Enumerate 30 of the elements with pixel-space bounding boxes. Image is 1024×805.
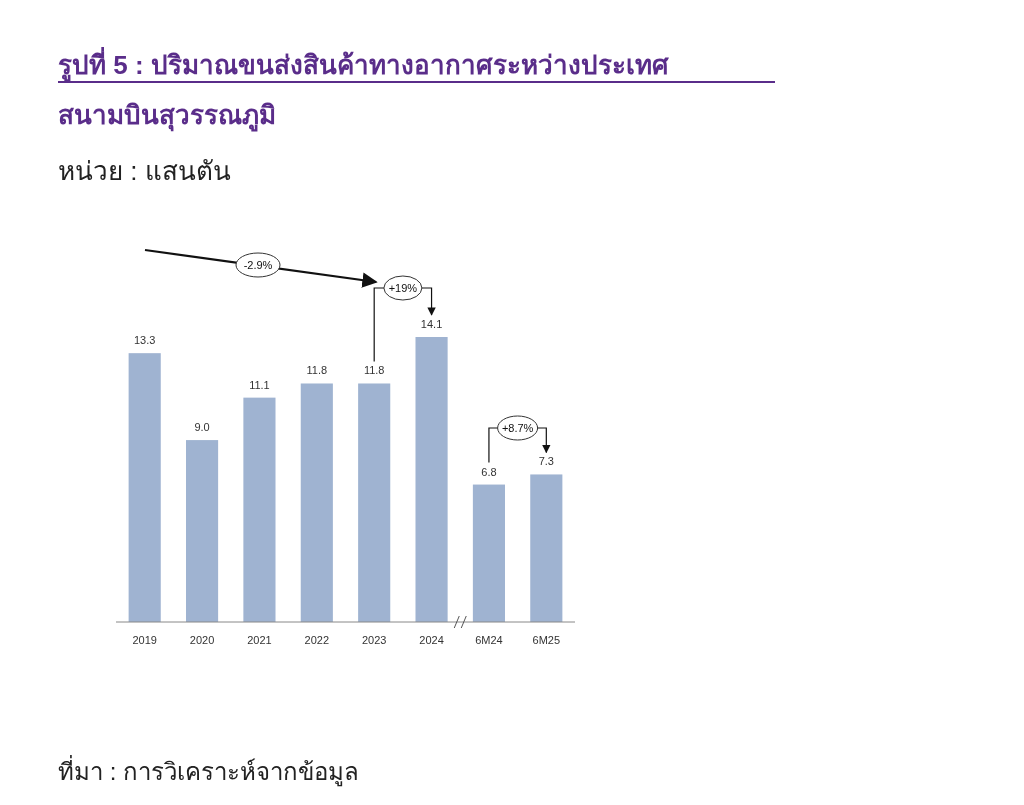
bar — [530, 474, 563, 622]
bar — [128, 353, 161, 622]
x-tick-label: 2021 — [247, 634, 272, 646]
chart-subtitle: หน่วย : แสนตัน — [58, 156, 231, 186]
data-label: 14.1 — [420, 318, 443, 330]
x-tick-label: 2024 — [419, 634, 444, 646]
text: ที่มา : การวิเคราะห์จากข้อมูล — [58, 755, 360, 787]
data-label: 9.0 — [194, 421, 210, 434]
text: +19% — [388, 282, 418, 294]
x-tick-label: 2019 — [132, 634, 157, 646]
x-tick-label: 2022 — [304, 634, 330, 646]
x-tick-label: 6M24 — [475, 634, 503, 646]
x-tick-label: 2023 — [361, 634, 387, 646]
bar — [243, 397, 276, 622]
data-label: 11.8 — [306, 364, 328, 377]
annotation: +8.7% — [501, 422, 534, 434]
data-label: 6.8 — [481, 465, 497, 478]
chart-title: รูปที่ 5 : ปริมาณขนส่งสินค้าทางอากาศระหว่างประเทศ สนามบินสุวรรณภูมิ — [58, 46, 669, 132]
data-label: 7.3 — [538, 455, 554, 468]
data-label: 13.3 — [133, 334, 156, 347]
bar — [186, 440, 219, 622]
data-label: 11.1 — [249, 378, 270, 391]
x-tick-label: 2020 — [189, 634, 215, 646]
data-label: 11.8 — [363, 364, 385, 377]
bar — [415, 337, 448, 622]
bar — [472, 484, 505, 622]
x-tick-label: 6M25 — [532, 634, 561, 646]
bar — [358, 383, 391, 622]
text: -2.9% — [243, 259, 273, 271]
bar — [300, 383, 333, 622]
